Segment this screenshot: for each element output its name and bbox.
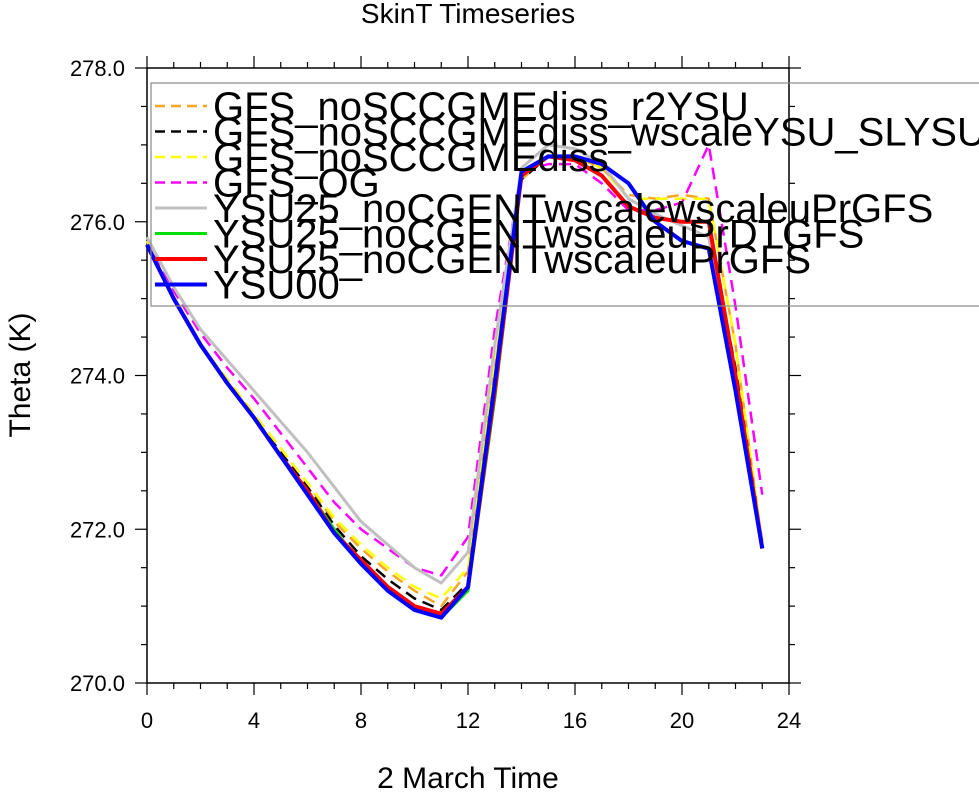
- series-line-4: [145, 143, 764, 585]
- x-axis-label: 2 March Time: [377, 762, 559, 791]
- y-tick-label: 278.0: [70, 56, 125, 81]
- x-tick-label: 4: [248, 708, 260, 733]
- x-tick-label: 12: [456, 708, 480, 733]
- legend-label-5: YSU25_noCGENTwscaleuPrDTGFS: [213, 213, 864, 257]
- x-tick-label: 20: [670, 708, 694, 733]
- y-tick-label: 270.0: [70, 671, 125, 696]
- series-line-2: [145, 155, 764, 600]
- legend-label-3: GFS_OG: [213, 162, 380, 206]
- y-tick-label: 276.0: [70, 210, 125, 235]
- legend-label-1: GFS_noSCCGMEdiss_wscaleYSU_SLYSU: [213, 111, 979, 155]
- legend-label-2: GFS_noSCCGMEdiss: [213, 136, 609, 180]
- y-axis: 270.0 272.0 274.0 276.0 278.0: [70, 56, 801, 696]
- series-line-3: [145, 143, 764, 577]
- y-axis-label: Theta (K): [4, 312, 37, 437]
- legend-label-4: YSU25_noCGENTwscalewscaleuPrGFS: [213, 187, 933, 231]
- x-tick-label: 24: [777, 708, 801, 733]
- series-line-7: [145, 154, 765, 620]
- legend-label-6: YSU25_noCGENTwscaleuPrGFS: [213, 238, 811, 282]
- chart-title: SkinT Timeseries: [361, 0, 575, 29]
- x-tick-label: 8: [355, 708, 367, 733]
- y-tick-label: 272.0: [70, 517, 125, 542]
- legend: GFS_noSCCGMEdiss_r2YSUGFS_noSCCGMEdiss_w…: [150, 82, 979, 308]
- x-tick-label: 0: [141, 708, 153, 733]
- plot-lines: [145, 143, 765, 620]
- x-axis: 0 4 8 12 16 20 24: [141, 56, 801, 733]
- legend-box: [150, 82, 979, 307]
- x-tick-label: 16: [563, 708, 587, 733]
- legend-label-7: YSU00: [213, 264, 340, 308]
- legend-label-0: GFS_noSCCGMEdiss_r2YSU: [213, 85, 749, 129]
- y-tick-label: 274.0: [70, 364, 125, 389]
